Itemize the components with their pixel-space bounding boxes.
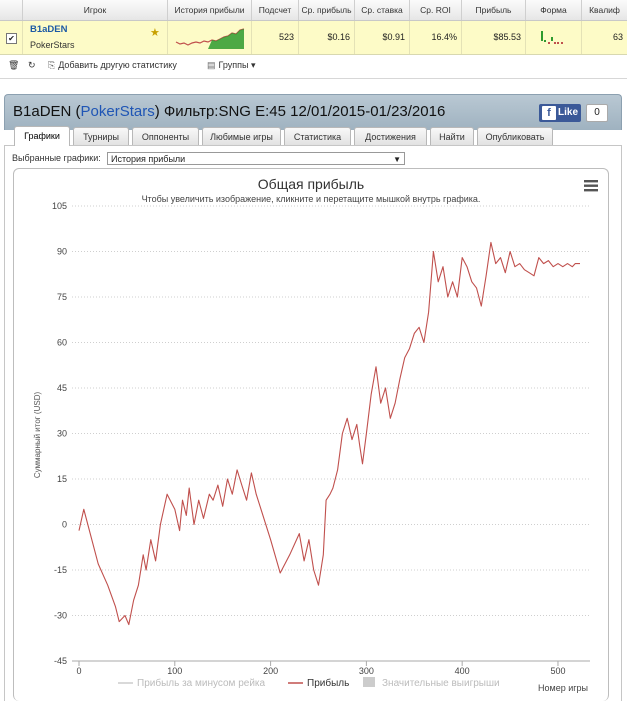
table-row[interactable]: 523 $0.16 $0.91 16.4% $85.53 63 [0,21,627,55]
chart-menu-icon[interactable] [584,180,598,192]
page-title: B1aDEN (PokerStars) Фильтр:SNG E:45 12/0… [13,103,445,120]
tab-bar: Графики Турниры Оппоненты Любимые игры С… [4,122,620,146]
chart-container[interactable] [13,168,609,701]
player-header: B1aDEN (PokerStars) Фильтр:SNG E:45 12/0… [4,94,622,130]
achievement-star-icon: ★ [150,27,160,39]
add-stat-icon: ⎘ [48,60,56,70]
header-profit[interactable]: Прибыль [462,0,526,20]
header-select [0,0,23,20]
player-name-link[interactable]: B1aDEN [30,24,68,35]
content-panel [4,145,622,701]
add-stat-button[interactable]: ⎘ Добавить другую статистику [48,57,177,73]
header-form[interactable]: Форма [526,0,582,20]
tab-charts[interactable]: Графики [14,126,70,146]
cell-avg-roi: 16.4% [410,21,462,54]
cell-count: 523 [252,21,299,54]
header-qualif[interactable]: Квалиф [589,5,620,15]
tab-statistics[interactable]: Статистика [284,127,351,145]
add-stat-label: Добавить другую статистику [58,60,177,70]
groups-label: Группы [218,60,249,70]
header-avg-roi[interactable]: Ср. ROI [410,0,462,20]
tab-search[interactable]: Найти [430,127,474,145]
cell-profit-history [168,21,252,54]
chart-selector[interactable]: История прибыли ▼ [107,152,405,165]
chevron-down-icon: ▾ [251,60,256,70]
table-header: Игрок История прибыли Подсчет Ср. прибыл… [0,0,627,21]
player-site: PokerStars [30,40,75,50]
facebook-like-button[interactable]: f Like [539,104,581,122]
groups-icon: ▤ [207,60,216,70]
form-bars [541,31,563,44]
refresh-icon[interactable]: ↻ [28,60,36,70]
cell-form [526,21,582,54]
tab-achievements[interactable]: Достижения [354,127,427,145]
header-count[interactable]: Подсчет [252,0,299,20]
row-checkbox[interactable]: ✔ [6,33,17,44]
title-site-link[interactable]: PokerStars [80,103,155,120]
tab-favorite-games[interactable]: Любимые игры [202,127,281,145]
chevron-down-icon: ▼ [393,155,401,164]
title-filter: ) Фильтр:SNG E:45 12/01/2015-01/23/2016 [154,103,446,120]
chart-selector-label: Выбранные графики: [12,153,101,163]
cell-avg-profit: $0.16 [299,21,355,54]
title-player: B1aDEN [13,103,72,120]
cell-qualif: 63 [612,32,623,42]
cell-profit: $85.53 [462,21,526,54]
cell-avg-stake: $0.91 [355,21,410,54]
groups-dropdown[interactable]: ▤ Группы ▾ [207,57,256,73]
title-open-paren: ( [71,103,81,120]
stats-table: Игрок История прибыли Подсчет Ср. прибыл… [0,0,627,79]
chart-selector-value: История прибыли [111,154,186,164]
header-profit-history[interactable]: История прибыли [168,0,252,20]
cell-player [23,21,168,54]
tab-tournaments[interactable]: Турниры [73,127,129,145]
like-count: 0 [586,104,608,122]
delete-icon[interactable]: 🗑 [8,60,20,70]
tab-publish[interactable]: Опубликовать [477,127,553,145]
tab-opponents[interactable]: Оппоненты [132,127,199,145]
header-player[interactable]: Игрок [23,0,168,20]
like-label: Like [558,107,579,118]
cell-select [0,21,23,54]
profit-sparkline [175,28,245,49]
header-avg-stake[interactable]: Ср. ставка [355,0,410,20]
header-avg-profit[interactable]: Ср. прибыль [299,0,355,20]
facebook-icon: f [542,106,556,120]
